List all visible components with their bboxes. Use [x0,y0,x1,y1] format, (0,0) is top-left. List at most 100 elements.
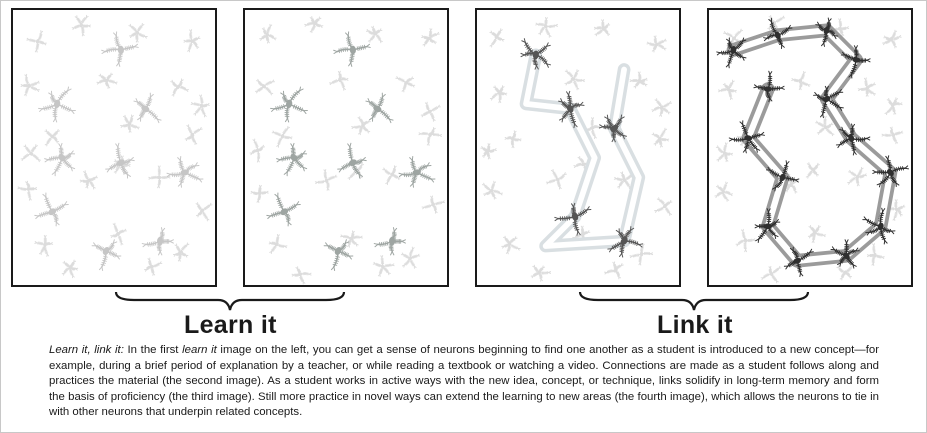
neuron-icon [582,117,601,140]
neuron-icon [172,242,190,262]
neuron-icon [291,266,312,285]
neuron-icon [170,78,189,97]
neuron-network-2 [249,16,446,285]
neuron-icon [598,114,627,143]
neuron-icon [884,199,906,222]
neuron-network-1 [17,14,213,279]
neuron-icon [489,28,505,48]
neuron-icon [735,228,756,253]
neuron-icon [767,15,786,31]
neuron-icon [815,115,835,137]
learn-it-heading: Learn it [184,311,277,339]
neuron-icon [763,17,793,49]
link-it-heading: Link it [657,311,733,339]
neuron-icon [249,138,266,163]
neuron-icon [270,86,308,123]
panel-linked-neurons [475,8,681,287]
neuron-icon [862,207,896,245]
neuron-icon [44,142,76,177]
neuron-icon [765,160,800,192]
neuron-icon [110,222,127,246]
neuron-icon [420,101,441,122]
neuron-icon [250,184,269,204]
neuron-icon [120,114,140,133]
neuron-icon [545,168,567,190]
neuron-icon [651,127,670,148]
learn-brace [114,290,346,312]
neuron-icon [489,85,508,104]
neuron-icon [651,98,673,117]
neuron-icon [504,130,522,149]
neuron-icon [813,85,844,119]
neuron-icon [266,192,301,227]
neuron-icon [333,31,371,67]
neuron-icon [184,124,203,146]
neuron-icon [323,239,354,271]
panel-aligned-neurons [243,8,449,287]
neuron-icon [646,35,667,53]
neuron-icon [398,156,436,188]
neuron-icon [365,25,383,44]
neuron-icon [34,234,54,257]
neuron-icon [128,23,148,43]
neuron-icon [365,92,394,124]
neuron-icon [79,170,98,190]
neuron-icon [535,17,558,38]
figure-caption: Learn it, link it: In the first learn it… [49,343,879,421]
neuron-icon [754,208,781,243]
neuron-icon [715,142,734,163]
neuron-icon [830,239,860,269]
neuron-icon [91,239,122,271]
neuron-icon [783,246,814,278]
neuron-icon [144,257,163,276]
neuron-icon [259,23,277,44]
neuron-icon [629,243,654,266]
neuron-icon [26,30,47,53]
neuron-icon [190,94,210,118]
neuron-icon [716,37,747,69]
neuron-icon [480,143,497,160]
caption-part2: image on the left, you can get a sense o… [49,344,879,419]
neuron-icon [791,70,811,91]
neuron-icon [714,181,734,202]
neuron-icon [133,92,162,124]
panel-extended-neurons [707,8,913,287]
neuron-icon [604,261,624,280]
neuron-icon [564,69,586,91]
caption-lead: Learn it, link it: [49,344,124,356]
neuron-icon [418,126,443,146]
neuron-icon [481,180,504,200]
neuron-icon [395,76,416,93]
neuron-icon [20,144,42,163]
neuron-icon [421,195,446,214]
neuron-icon [753,70,785,103]
neuron-icon [815,17,839,47]
neuron-icon [373,227,406,256]
link-brace [578,290,810,312]
neuron-icon [61,259,79,279]
neuron-icon [20,73,40,97]
neuron-icon [34,192,69,227]
neuron-icon [593,19,611,37]
neuron-icon [613,171,634,189]
neuron-icon [71,14,91,37]
neuron-icon [351,116,371,136]
neuron-icon [195,202,213,222]
neuron-icon [884,97,903,116]
neuron-icon [96,72,118,89]
neuron-icon [38,86,76,123]
neuron-icon [654,197,673,216]
neuron-icon [101,31,139,67]
neuron-icon [304,16,324,34]
neuron-icon [340,230,363,248]
neuron-icon [836,264,855,281]
neuron-icon [866,243,885,266]
neuron-icon [835,123,871,156]
neuron-icon [337,142,367,179]
neuron-icon [271,125,293,148]
neuron-icon [805,162,820,179]
neuron-icon [44,129,60,147]
neuron-icon [276,142,308,177]
neuron-icon [421,28,440,47]
neuron-icon [760,265,782,284]
